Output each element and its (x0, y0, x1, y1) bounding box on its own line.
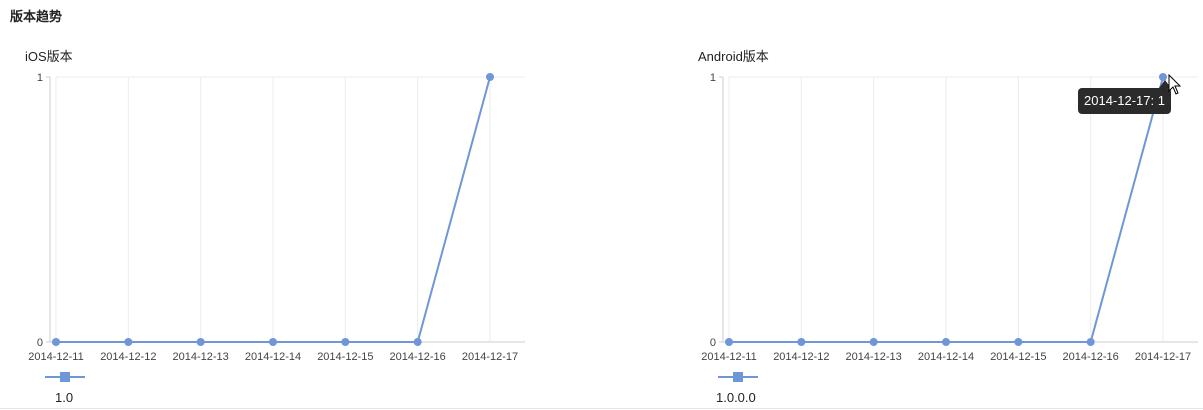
data-point (1159, 73, 1167, 81)
legend-swatch[interactable] (718, 370, 760, 384)
legend-label[interactable]: 1.0.0.0 (716, 390, 756, 405)
data-point (52, 338, 60, 346)
data-point (942, 338, 950, 346)
data-point (797, 338, 806, 346)
x-tick-label: 2014-12-15 (317, 351, 373, 363)
data-point (124, 338, 133, 346)
y-tick-label: 0 (710, 337, 716, 349)
data-point (196, 338, 205, 346)
chart-title: Android版本 (698, 49, 769, 64)
android-line-chart: 0 1 2014-12-11 2014-12-12 2014-12-13 2014-12-… (701, 72, 1198, 363)
data-point (869, 338, 878, 346)
x-tick-label: 2014-12-11 (701, 351, 756, 363)
bottom-divider (0, 408, 1203, 409)
data-point (1086, 338, 1095, 346)
mouse-cursor-icon (1168, 74, 1182, 95)
x-tick-label: 2014-12-12 (100, 351, 156, 363)
ios-line-chart: 0 1 2014-12-11 2014-12-12 2014-12-13 2014-12-… (28, 72, 525, 363)
legend-label[interactable]: 1.0 (55, 390, 74, 405)
data-point (341, 338, 350, 346)
data-point-tooltip: 2014-12-17: 1 (1078, 88, 1171, 114)
data-point (413, 338, 422, 346)
x-tick-label: 2014-12-13 (173, 351, 229, 363)
x-tick-label: 2014-12-14 (245, 351, 301, 363)
x-tick-label: 2014-12-14 (918, 351, 974, 363)
section-title: 版本趋势 (10, 9, 63, 24)
x-tick-label: 2014-12-16 (390, 351, 446, 363)
legend-swatch[interactable] (45, 370, 87, 384)
x-tick-label: 2014-12-13 (846, 351, 902, 363)
data-point (486, 73, 494, 81)
x-tick-label: 2014-12-12 (773, 351, 829, 363)
android-version-chart: Android版本 0 1 2014-12-11 2014-12-12 2014-12-… (673, 40, 1203, 410)
tooltip-arrow (1159, 80, 1171, 88)
x-tick-label: 2014-12-11 (28, 351, 83, 363)
y-tick-label: 1 (37, 72, 43, 84)
ios-version-chart: iOS版本 0 1 2014-12-11 2014-12-12 2014-12-13 20… (0, 40, 530, 410)
y-tick-label: 0 (37, 337, 43, 349)
data-point (1014, 338, 1023, 346)
x-tick-label: 2014-12-15 (990, 351, 1046, 363)
y-tick-label: 1 (710, 72, 716, 84)
x-tick-label: 2014-12-17 (1135, 351, 1191, 363)
x-tick-label: 2014-12-17 (462, 351, 518, 363)
data-point (725, 338, 733, 346)
x-tick-label: 2014-12-16 (1063, 351, 1119, 363)
chart-title: iOS版本 (25, 49, 73, 64)
data-point (269, 338, 277, 346)
